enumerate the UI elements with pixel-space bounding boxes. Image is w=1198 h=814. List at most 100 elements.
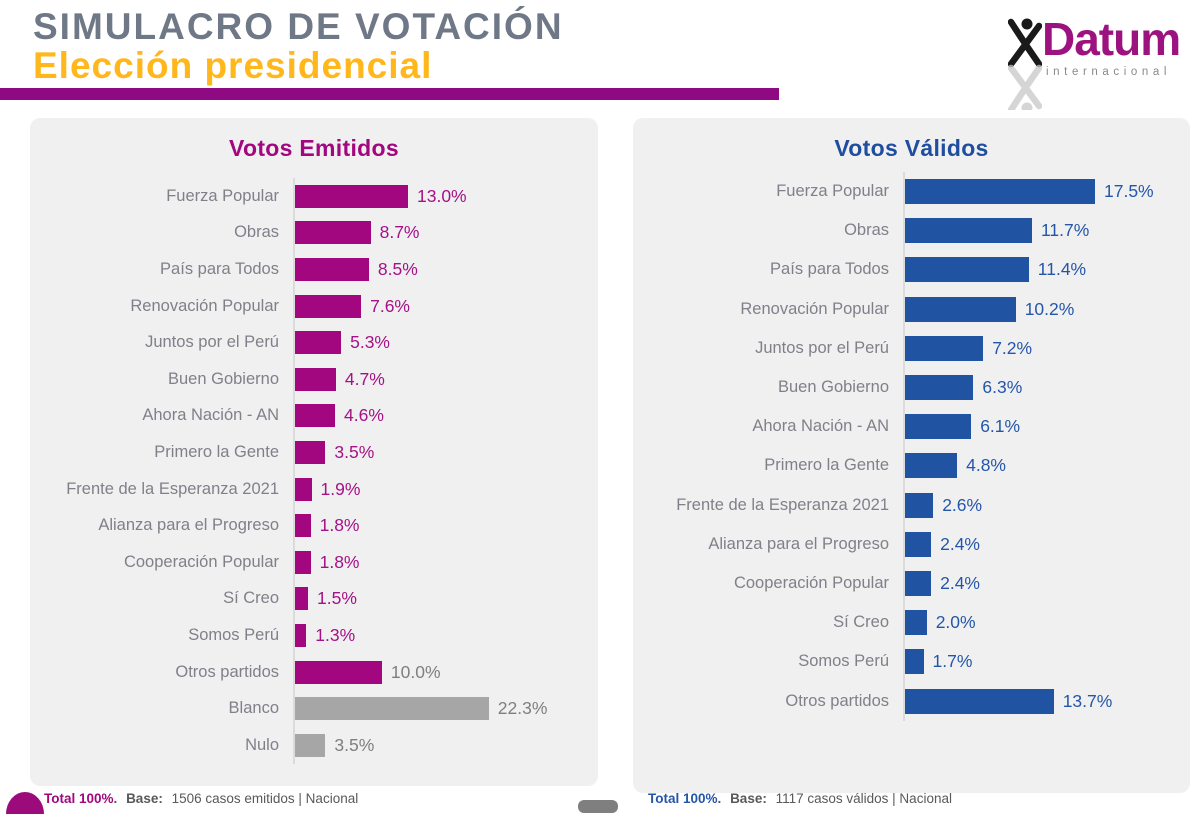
votos-emitidos-panel: Votos Emitidos Fuerza Popular 13.0% Obras 8… <box>30 118 598 786</box>
bar <box>905 453 958 479</box>
bar <box>295 440 326 464</box>
logo-tagline: internacional <box>1046 66 1172 78</box>
chart-row: Otros partidos 13.7% <box>648 681 1184 721</box>
chart-row: Alianza para el Progreso 2.4% <box>648 524 1184 564</box>
bar-value: 8.5% <box>377 258 418 279</box>
bar-value: 1.5% <box>317 588 357 609</box>
chart-row: País para Todos 8.5% <box>50 251 590 288</box>
chart-row: Sí Creo 2.0% <box>648 603 1184 643</box>
category-label: Obras <box>844 221 889 240</box>
emitidos-footer: Total 100%. Base: 1506 casos emitidos | … <box>44 791 358 807</box>
chart-title-validos: Votos Válidos <box>834 135 989 161</box>
bar <box>295 514 311 538</box>
bar-value: 2.4% <box>940 533 980 554</box>
plot-area: 11.4% <box>903 250 1184 290</box>
plot-area: 1.8% <box>293 543 590 581</box>
chart-row: Fuerza Popular 17.5% <box>648 172 1184 212</box>
header-divider <box>0 88 779 100</box>
bar <box>905 375 974 401</box>
category-label: Ahora Nación - AN <box>752 417 889 436</box>
chart-row: Primero la Gente 4.8% <box>648 446 1184 486</box>
chart-row: Obras 11.7% <box>648 211 1184 251</box>
bar-value: 17.5% <box>1104 181 1154 202</box>
chart-row: Cooperación Popular 2.4% <box>648 563 1184 604</box>
category-label: Sí Creo <box>223 589 279 608</box>
bar <box>905 531 932 557</box>
chart-row: Otros partidos 10.0% <box>50 653 590 691</box>
validos-bar-rows: Fuerza Popular 17.5% Obras 11.7% País para T… <box>648 172 1184 721</box>
bar <box>295 184 408 208</box>
bar <box>905 335 984 361</box>
bar-value: 1.8% <box>319 551 360 572</box>
bar-value: 4.7% <box>344 368 385 389</box>
footer-total-label: Total 100% <box>44 791 114 806</box>
bar <box>295 367 336 391</box>
bar <box>295 294 362 318</box>
chart-row: Buen Gobierno 4.7% <box>50 360 590 398</box>
plot-area: 7.2% <box>903 328 1184 368</box>
bar <box>295 733 326 757</box>
bar <box>905 610 927 636</box>
bar-value: 3.5% <box>334 734 375 755</box>
category-label: Juntos por el Perú <box>755 338 889 357</box>
chart-row: Juntos por el Perú 7.2% <box>648 328 1184 368</box>
plot-area: 6.3% <box>903 367 1184 408</box>
bar-value: 1.7% <box>932 651 973 672</box>
category-label: Alianza para el Progreso <box>98 516 279 535</box>
bar <box>905 492 934 518</box>
bar-value: 10.0% <box>390 661 441 682</box>
bar <box>905 688 1054 714</box>
bar <box>295 257 369 281</box>
bar <box>295 660 382 684</box>
category-label: Somos Perú <box>188 625 279 644</box>
category-label: Fuerza Popular <box>166 186 279 205</box>
bar <box>295 331 342 355</box>
plot-area: 8.5% <box>293 251 590 288</box>
chart-row: Sí Creo 1.5% <box>50 580 590 618</box>
chart-row: Ahora Nación - AN 6.1% <box>648 407 1184 447</box>
category-label: Renovación Popular <box>740 299 889 318</box>
category-label: País para Todos <box>770 260 889 279</box>
category-label: Ahora Nación - AN <box>142 406 279 425</box>
category-label: Blanco <box>228 699 279 718</box>
bar <box>905 257 1029 283</box>
chart-row: Primero la Gente 3.5% <box>50 434 590 471</box>
plot-area: 6.1% <box>903 407 1184 447</box>
plot-area: 1.9% <box>293 470 590 508</box>
bar <box>905 296 1016 322</box>
bar-value: 8.7% <box>379 222 420 243</box>
bar <box>905 649 924 675</box>
bar-value: 2.0% <box>935 612 976 633</box>
plot-area: 4.8% <box>903 446 1184 486</box>
chart-row: Buen Gobierno 6.3% <box>648 367 1184 408</box>
category-label: Primero la Gente <box>154 442 279 461</box>
bar <box>905 414 972 440</box>
bar-value: 1.3% <box>315 624 356 645</box>
magenta-dome-decoration <box>6 792 44 814</box>
plot-area: 2.6% <box>903 485 1184 525</box>
plot-area: 13.7% <box>903 681 1184 721</box>
footer-dot: . <box>717 791 722 806</box>
bar-value: 4.6% <box>344 405 384 426</box>
bar <box>295 623 307 647</box>
category-label: Cooperación Popular <box>123 552 279 571</box>
plot-area: 1.3% <box>293 617 590 654</box>
footer-dot: . <box>113 791 118 806</box>
category-label: Renovación Popular <box>130 296 279 315</box>
chart-row: Obras 8.7% <box>50 214 590 252</box>
plot-area: 1.7% <box>903 642 1184 682</box>
chart-row: Frente de la Esperanza 2021 1.9% <box>50 470 590 508</box>
bar <box>295 697 489 721</box>
category-label: Otros partidos <box>175 662 279 681</box>
bar-value: 13.7% <box>1062 690 1113 711</box>
bar-value: 2.6% <box>942 494 983 515</box>
footer-base-text: 1117 casos válidos | Nacional <box>775 791 952 806</box>
plot-area: 1.8% <box>293 507 590 544</box>
bar-value: 1.8% <box>319 515 360 536</box>
chart-row: Renovación Popular 10.2% <box>648 289 1184 329</box>
datum-logo: Datum internacional <box>990 10 1190 110</box>
category-label: Juntos por el Perú <box>145 333 279 352</box>
chart-row: País para Todos 11.4% <box>648 250 1184 290</box>
plot-area: 3.5% <box>293 726 590 764</box>
category-label: Buen Gobierno <box>778 378 889 397</box>
